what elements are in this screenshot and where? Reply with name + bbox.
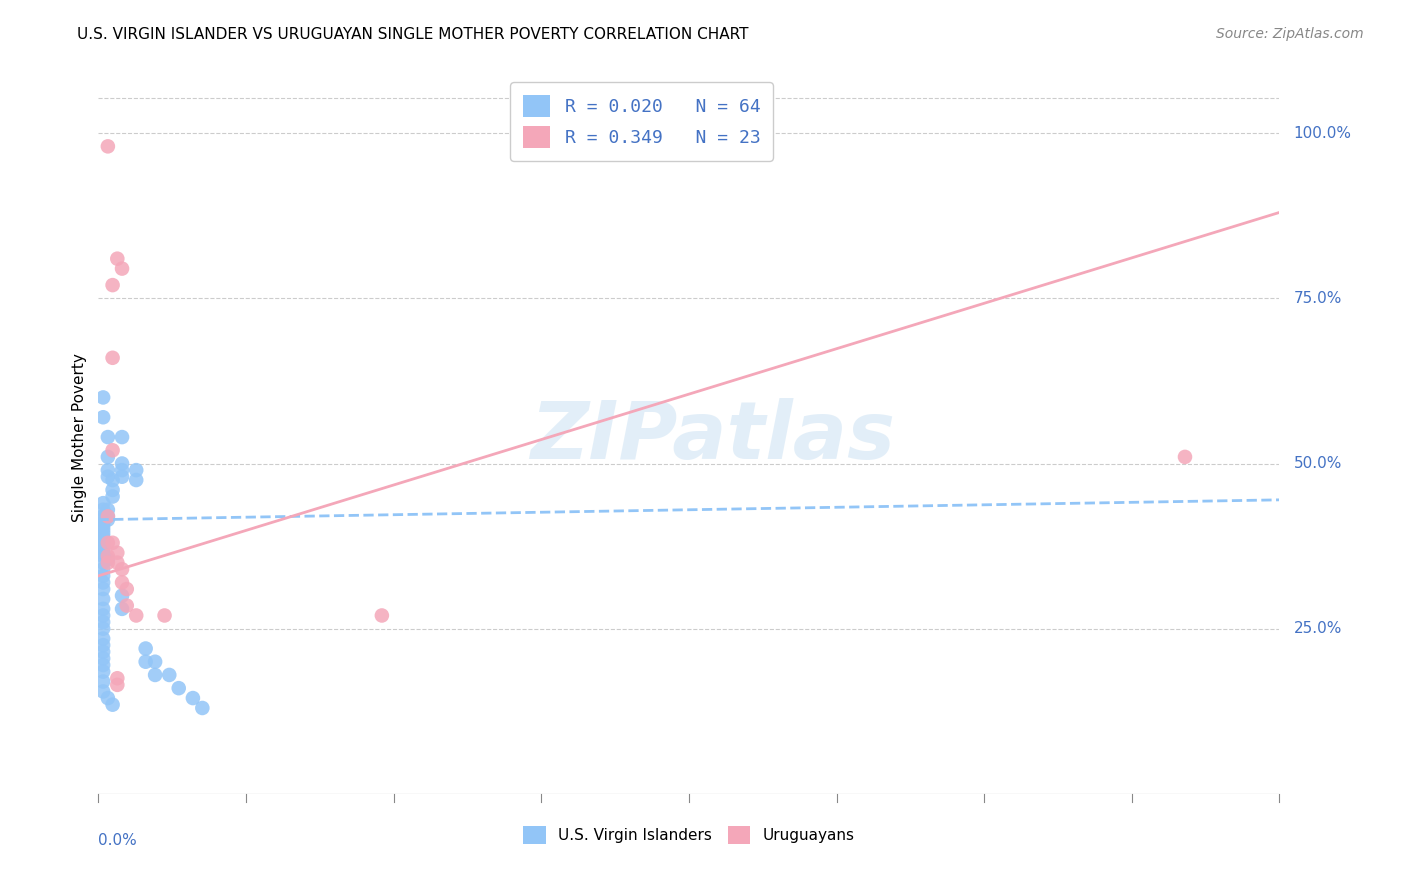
Point [91, 549, 114, 563]
Point [111, 602, 134, 616]
Point [91, 665, 114, 679]
Point [101, 278, 124, 293]
Point [91, 529, 114, 543]
Point [143, 655, 166, 669]
Point [167, 681, 190, 695]
Point [91, 556, 114, 570]
Point [91, 513, 114, 527]
Point [157, 668, 180, 682]
Point [91, 502, 114, 516]
Point [91, 608, 114, 623]
Point [97, 502, 120, 516]
Point [91, 542, 114, 557]
Point [91, 651, 114, 665]
Point [97, 450, 120, 464]
Point [105, 546, 128, 560]
Point [97, 509, 120, 524]
Point [143, 668, 166, 682]
Point [91, 632, 114, 646]
Point [91, 684, 114, 698]
Text: 75.0%: 75.0% [1294, 291, 1341, 306]
Point [91, 496, 114, 510]
Point [91, 658, 114, 673]
Point [91, 645, 114, 659]
Point [97, 430, 120, 444]
Point [115, 582, 138, 596]
Point [91, 602, 114, 616]
Point [97, 549, 120, 563]
Point [97, 556, 120, 570]
Point [91, 569, 114, 583]
Point [97, 691, 120, 706]
Point [101, 473, 124, 487]
Point [105, 678, 128, 692]
Point [111, 430, 134, 444]
Text: U.S. VIRGIN ISLANDER VS URUGUAYAN SINGLE MOTHER POVERTY CORRELATION CHART: U.S. VIRGIN ISLANDER VS URUGUAYAN SINGLE… [77, 27, 749, 42]
Point [91, 525, 114, 540]
Point [91, 509, 114, 524]
Text: Source: ZipAtlas.com: Source: ZipAtlas.com [1216, 27, 1364, 41]
Point [125, 473, 148, 487]
Point [91, 582, 114, 596]
Point [97, 139, 120, 153]
Point [91, 523, 114, 537]
Point [91, 516, 114, 530]
Point [111, 463, 134, 477]
Point [91, 519, 114, 533]
Text: 50.0%: 50.0% [1294, 456, 1341, 471]
Point [97, 463, 120, 477]
Point [91, 539, 114, 553]
Point [101, 490, 124, 504]
Point [91, 562, 114, 576]
Point [105, 556, 128, 570]
Y-axis label: Single Mother Poverty: Single Mother Poverty [72, 352, 87, 522]
Point [101, 483, 124, 497]
Point [105, 252, 128, 266]
Point [101, 443, 124, 458]
Point [111, 457, 134, 471]
Point [97, 513, 120, 527]
Point [111, 575, 134, 590]
Point [97, 469, 120, 483]
Point [91, 410, 114, 425]
Text: 0.0%: 0.0% [98, 833, 138, 848]
Text: 25.0%: 25.0% [1294, 621, 1341, 636]
Text: ZIPatlas: ZIPatlas [530, 398, 896, 476]
Legend: U.S. Virgin Islanders, Uruguayans: U.S. Virgin Islanders, Uruguayans [517, 820, 860, 850]
Point [181, 691, 204, 706]
Point [91, 622, 114, 636]
Point [111, 562, 134, 576]
Point [97, 509, 120, 524]
Point [135, 641, 157, 656]
Point [91, 533, 114, 547]
Point [101, 698, 124, 712]
Point [91, 391, 114, 405]
Point [125, 608, 148, 623]
Point [111, 261, 134, 276]
Point [1174, 450, 1197, 464]
Point [91, 536, 114, 550]
Point [91, 546, 114, 560]
Point [91, 615, 114, 629]
Point [153, 608, 176, 623]
Point [91, 638, 114, 652]
Point [125, 463, 148, 477]
Point [135, 655, 157, 669]
Point [191, 701, 214, 715]
Point [101, 351, 124, 365]
Point [371, 608, 394, 623]
Point [91, 674, 114, 689]
Point [101, 536, 124, 550]
Text: 100.0%: 100.0% [1294, 126, 1351, 141]
Point [111, 589, 134, 603]
Point [115, 599, 138, 613]
Point [91, 575, 114, 590]
Point [97, 536, 120, 550]
Point [91, 591, 114, 606]
Point [111, 469, 134, 483]
Point [97, 552, 120, 566]
Point [105, 671, 128, 685]
